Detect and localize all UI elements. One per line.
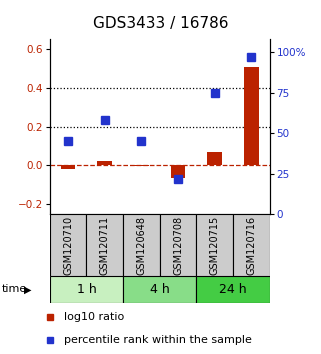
Bar xyxy=(97,161,112,166)
FancyBboxPatch shape xyxy=(50,214,86,276)
Bar xyxy=(207,152,222,166)
FancyBboxPatch shape xyxy=(123,214,160,276)
Text: 24 h: 24 h xyxy=(219,283,247,296)
FancyBboxPatch shape xyxy=(86,214,123,276)
Text: GSM120708: GSM120708 xyxy=(173,216,183,275)
Text: GSM120648: GSM120648 xyxy=(136,216,146,275)
Text: percentile rank within the sample: percentile rank within the sample xyxy=(64,335,252,345)
Bar xyxy=(244,67,259,166)
Text: GSM120710: GSM120710 xyxy=(63,216,73,275)
Text: 4 h: 4 h xyxy=(150,283,169,296)
Bar xyxy=(61,166,75,169)
FancyBboxPatch shape xyxy=(50,276,123,303)
Text: log10 ratio: log10 ratio xyxy=(64,312,124,322)
Text: GSM120711: GSM120711 xyxy=(100,216,110,275)
Text: ▶: ▶ xyxy=(23,284,31,295)
Text: GDS3433 / 16786: GDS3433 / 16786 xyxy=(93,16,228,31)
FancyBboxPatch shape xyxy=(196,276,270,303)
Text: GSM120716: GSM120716 xyxy=(246,216,256,275)
Text: GSM120715: GSM120715 xyxy=(210,216,220,275)
FancyBboxPatch shape xyxy=(123,276,196,303)
Text: time: time xyxy=(2,284,27,295)
FancyBboxPatch shape xyxy=(196,214,233,276)
Text: 1 h: 1 h xyxy=(76,283,96,296)
FancyBboxPatch shape xyxy=(160,214,196,276)
FancyBboxPatch shape xyxy=(233,214,270,276)
Bar xyxy=(171,166,185,178)
